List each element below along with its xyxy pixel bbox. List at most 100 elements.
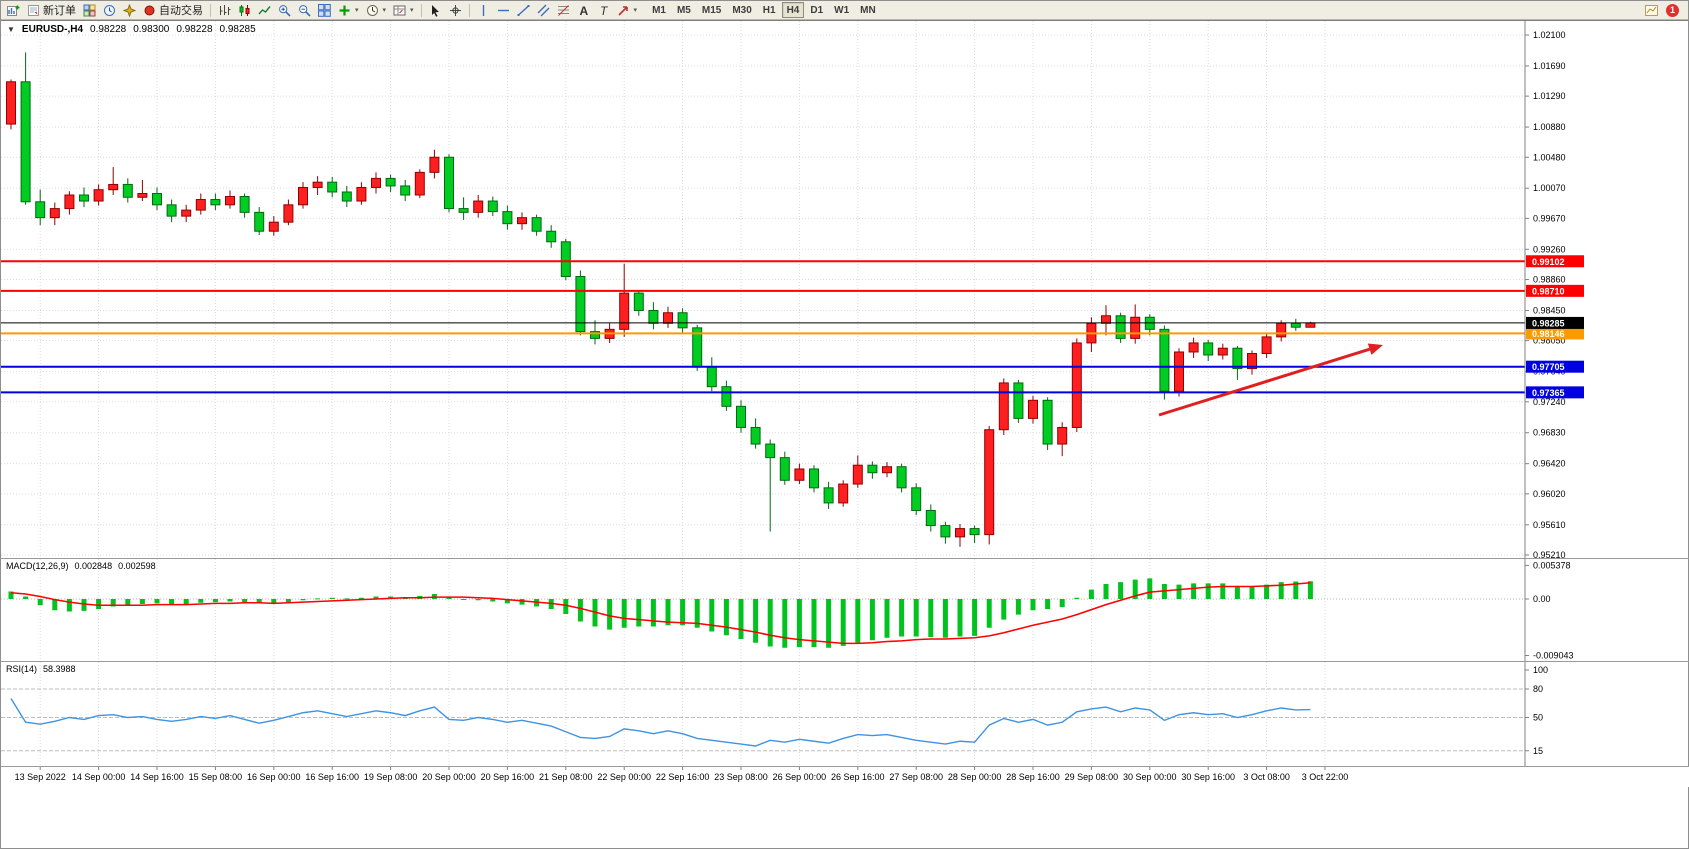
navigator-icon [123, 3, 136, 17]
rsi-axis-label: 15 [1533, 746, 1543, 756]
macd-bar [358, 597, 364, 599]
timeframe-button-W1[interactable]: W1 [829, 2, 854, 18]
price-tag-label: 0.97365 [1532, 388, 1565, 398]
vertical-line-icon [477, 4, 490, 17]
candlestick-chart-button[interactable] [235, 2, 254, 19]
time-axis-label: 20 Sep 16:00 [481, 772, 535, 782]
candle [1217, 347, 1228, 356]
time-axis-canvas[interactable]: 13 Sep 2022 14 Sep 00:00 14 Sep 16:00 15 Se… [1, 767, 1689, 787]
new-chart-button[interactable] [4, 2, 23, 19]
price-axis-label: 0.97240 [1533, 397, 1566, 407]
timeframe-button-M1[interactable]: M1 [647, 2, 671, 18]
candle [969, 528, 980, 536]
tile-windows-button[interactable] [315, 2, 334, 19]
zoom-out-button[interactable] [295, 2, 314, 19]
price-tag-label: 0.98285 [1532, 318, 1565, 328]
equidistant-channel-button[interactable] [534, 2, 553, 19]
macd-bar [1015, 599, 1021, 615]
arrows-button[interactable]: ▾ [614, 2, 641, 19]
macd-bar [504, 599, 510, 604]
macd-bar [8, 591, 14, 599]
rsi-chart-canvas[interactable]: 100 80 50 15 [1, 662, 1689, 766]
candle [590, 331, 600, 339]
price-chart-canvas[interactable]: 1.02100 1.01690 1.01290 1.00880 1.00480 1.000… [1, 21, 1689, 558]
candle [1276, 322, 1287, 338]
macd-bar [899, 599, 905, 637]
macd-bar [942, 599, 948, 638]
trendline-button[interactable] [514, 2, 533, 19]
macd-bar [1030, 599, 1036, 611]
macd-bar [855, 599, 861, 643]
price-axis-label: 1.00070 [1533, 183, 1566, 193]
macd-bar [650, 599, 656, 627]
crosshair-button[interactable] [446, 2, 465, 19]
line-chart-button[interactable] [255, 2, 274, 19]
notification-badge[interactable]: 1 [1666, 3, 1679, 17]
price-tag [1526, 284, 1584, 297]
candle [955, 528, 965, 538]
trend-arrow-line[interactable] [1158, 347, 1371, 417]
timeframe-button-H1[interactable]: H1 [758, 2, 781, 18]
navigator-button[interactable] [120, 2, 139, 19]
macd-bar [1045, 599, 1051, 609]
fibonacci-button[interactable] [554, 2, 573, 19]
new-order-button[interactable]: 新订单 [24, 2, 79, 19]
candle [882, 466, 892, 474]
periods-caret-icon: ▾ [382, 7, 387, 14]
bar-chart-button[interactable] [215, 2, 234, 19]
macd-bar [607, 599, 613, 630]
timeframe-button-M15[interactable]: M15 [697, 2, 726, 18]
macd-signal-value: 0.002598 [118, 561, 156, 571]
timeframe-button-MN[interactable]: MN [855, 2, 881, 18]
toolbar-right: 1 [1645, 3, 1685, 17]
templates-button[interactable]: ▾ [390, 2, 417, 19]
macd-bar [1176, 584, 1182, 599]
rsi-panel[interactable]: RSI(14) 58.3988 100 80 50 15 [1, 661, 1689, 766]
candle [1203, 342, 1214, 356]
macd-bar [1088, 589, 1094, 599]
time-axis-label: 15 Sep 08:00 [189, 772, 243, 782]
timeframe-button-D1[interactable]: D1 [805, 2, 828, 18]
candle [998, 382, 1009, 431]
candle [1101, 315, 1111, 324]
indicators-button[interactable]: ▾ [335, 2, 362, 19]
text-label-button[interactable]: T [594, 2, 613, 19]
candle [429, 156, 440, 173]
timeframe-button-H4[interactable]: H4 [781, 2, 805, 18]
macd-bar [285, 599, 291, 603]
time-axis-label: 16 Sep 16:00 [305, 772, 359, 782]
window-menu-icon[interactable]: ▼ [7, 25, 15, 34]
candlestick-chart-icon [238, 4, 251, 17]
timeframe-button-M5[interactable]: M5 [672, 2, 696, 18]
chart-profiles-button[interactable] [80, 2, 99, 19]
horizontal-line-button[interactable] [494, 2, 513, 19]
toolbar-separator [210, 3, 211, 17]
market-watch-button[interactable] [100, 2, 119, 19]
price-axis-label: 1.00880 [1533, 122, 1566, 132]
macd-bar [1205, 583, 1211, 599]
macd-panel[interactable]: MACD(12,26,9) 0.002848 0.002598 0.005378… [1, 558, 1689, 661]
timeframe-button-M30[interactable]: M30 [727, 2, 756, 18]
cursor-icon [429, 4, 442, 17]
price-axis-label: 0.98450 [1533, 305, 1566, 315]
time-axis-label: 23 Sep 08:00 [714, 772, 768, 782]
periods-button[interactable]: ▾ [363, 2, 390, 19]
price-chart-panel[interactable]: 1.02100 1.01690 1.01290 1.00880 1.00480 1.000… [1, 21, 1689, 558]
macd-bar [315, 598, 321, 600]
candle [225, 196, 235, 206]
macd-bar [66, 599, 72, 612]
macd-chart-canvas[interactable]: 0.005378 0.00 -0.009043 [1, 559, 1689, 661]
vertical-line-button[interactable] [474, 2, 493, 19]
zoom-in-button[interactable] [275, 2, 294, 19]
text-button[interactable]: A [574, 2, 593, 19]
candle [765, 443, 776, 459]
time-axis[interactable]: 13 Sep 2022 14 Sep 00:00 14 Sep 16:00 15 Se… [1, 766, 1689, 787]
ohlc-low-value: 0.98228 [176, 24, 213, 35]
macd-bar [665, 599, 671, 626]
candle [1130, 316, 1141, 339]
candle [414, 171, 425, 196]
cursor-button[interactable] [426, 2, 445, 19]
macd-bar [52, 599, 58, 611]
autotrading-button[interactable]: 自动交易 [140, 2, 206, 19]
templates-caret-icon: ▾ [410, 7, 414, 14]
